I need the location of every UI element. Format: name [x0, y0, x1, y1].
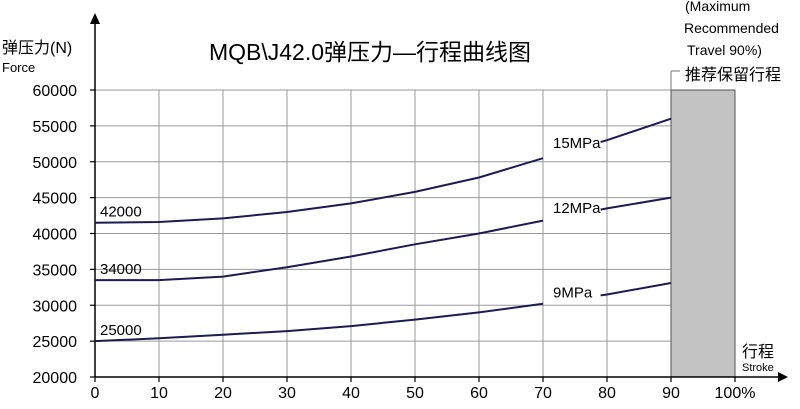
- y-tick-label: 25000: [33, 334, 78, 351]
- label-layer: 0 10 20 30 40 50 60 70 80 90 100% 20000 25000 30000 35…: [33, 83, 756, 402]
- series-line-15MPa-seg2: [600, 117, 672, 143]
- series-start-label: 42000: [100, 204, 142, 221]
- series-layer: [94, 117, 672, 343]
- y-tick-label: 55000: [33, 119, 78, 136]
- chart-title: MQB\J42.0弹压力—行程曲线图: [209, 39, 531, 65]
- x-tick-label: 20: [214, 385, 232, 402]
- y-tick-label: 60000: [33, 83, 78, 100]
- y-tick-label: 30000: [33, 298, 78, 315]
- shaded-region-layer: [670, 70, 736, 378]
- x-axis-title: 行程: [742, 343, 774, 361]
- shaded-note-line-3: Travel 90%): [687, 42, 762, 58]
- shaded-note-line-1: (Maximum: [685, 0, 750, 14]
- x-tick-label: 80: [598, 385, 616, 402]
- y-tick-label: 45000: [33, 191, 78, 208]
- y-tick-label: 20000: [33, 370, 78, 387]
- grid-layer: [95, 89, 736, 377]
- x-axis-arrow: [778, 372, 788, 382]
- series-line-12MPa-seg1: [95, 219, 544, 282]
- shaded-region-label: 推荐保留行程: [685, 66, 781, 84]
- x-tick-label: 70: [534, 385, 552, 402]
- shaded-region: [670, 89, 736, 378]
- x-tick-label: 0: [91, 385, 100, 402]
- x-tick-label: 10: [150, 385, 168, 402]
- y-axis-arrow: [90, 13, 100, 24]
- y-tick-label: 35000: [33, 262, 78, 279]
- series-start-label: 25000: [100, 322, 142, 339]
- x-tick-label: 40: [342, 385, 360, 402]
- series-name-label: 9MPa: [553, 285, 593, 302]
- series-line-9MPa-seg1: [94, 302, 544, 343]
- y-tick-label: 50000: [33, 155, 78, 172]
- series-name-label: 15MPa: [553, 135, 601, 152]
- series-line-12MPa-seg2: [600, 196, 672, 211]
- y-axis-title-en: Force: [2, 60, 35, 75]
- x-tick-label: 100%: [715, 385, 756, 402]
- series-start-label: 34000: [100, 261, 142, 278]
- shaded-note-line-2: Recommended: [684, 20, 779, 36]
- x-axis-title-en: Stroke: [742, 362, 774, 374]
- series-line-9MPa-seg2: [600, 282, 672, 297]
- axis-layer: [90, 13, 788, 382]
- x-tick-label: 60: [470, 385, 488, 402]
- y-axis-title: 弹压力(N): [2, 39, 72, 57]
- series-line-15MPa-seg1: [94, 157, 544, 224]
- series-name-label: 12MPa: [553, 200, 601, 217]
- x-tick-label: 30: [278, 385, 296, 402]
- y-tick-label: 40000: [33, 227, 78, 244]
- x-tick-label: 90: [662, 385, 680, 402]
- x-tick-label: 50: [406, 385, 424, 402]
